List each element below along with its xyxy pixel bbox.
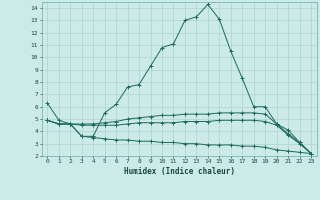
X-axis label: Humidex (Indice chaleur): Humidex (Indice chaleur)	[124, 167, 235, 176]
